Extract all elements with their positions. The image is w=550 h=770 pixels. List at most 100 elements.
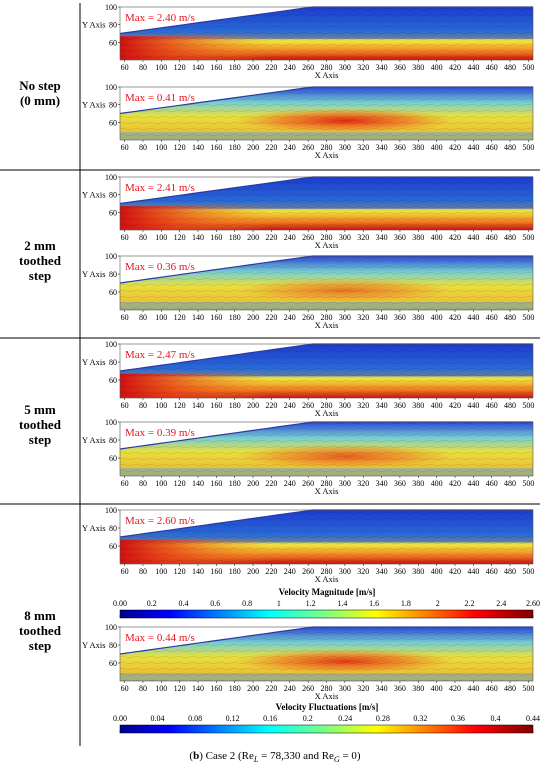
x-tick-label: 100 — [155, 567, 167, 576]
colorbar-tick-label: 0.24 — [338, 714, 352, 723]
y-tick-label: 60 — [109, 376, 117, 385]
x-tick-label: 280 — [321, 567, 333, 576]
x-tick-label: 240 — [284, 479, 296, 488]
wall-line — [119, 255, 533, 284]
wall-line — [119, 6, 533, 35]
x-tick-label: 180 — [229, 567, 241, 576]
x-axis-label: X Axis — [315, 320, 339, 330]
colorbar-tick-label: 0.00 — [113, 714, 127, 723]
y-tick-label: 100 — [105, 418, 117, 427]
colorbar-tick-label: 0.4 — [490, 714, 500, 723]
x-tick-label: 380 — [412, 313, 424, 322]
x-tick-label: 420 — [449, 684, 461, 693]
colorbar-tick-label: 2.60 — [526, 599, 540, 608]
x-tick-label: 180 — [229, 233, 241, 242]
x-tick-label: 320 — [357, 479, 369, 488]
x-tick-label: 160 — [210, 684, 222, 693]
x-tick-label: 440 — [467, 63, 479, 72]
x-tick-label: 200 — [247, 143, 259, 152]
x-tick-label: 200 — [247, 233, 259, 242]
x-tick-label: 120 — [174, 401, 186, 410]
x-tick-label: 460 — [486, 479, 498, 488]
x-tick-label: 340 — [376, 313, 388, 322]
x-tick-label: 140 — [192, 479, 204, 488]
x-tick-label: 160 — [210, 233, 222, 242]
y-tick-label: 60 — [109, 454, 117, 463]
x-tick-label: 380 — [412, 479, 424, 488]
y-tick-label: 80 — [109, 21, 117, 30]
x-tick-label: 360 — [394, 401, 406, 410]
x-tick-label: 480 — [504, 63, 516, 72]
x-tick-label: 460 — [486, 63, 498, 72]
x-tick-label: 120 — [174, 143, 186, 152]
x-tick-label: 400 — [431, 233, 443, 242]
x-tick-label: 80 — [139, 401, 147, 410]
wall-line — [119, 509, 533, 538]
row-label-5mm: 5 mm toothed step — [19, 402, 61, 447]
x-tick-label: 360 — [394, 684, 406, 693]
x-tick-label: 60 — [121, 313, 129, 322]
y-tick-label: 60 — [109, 208, 117, 217]
x-tick-label: 240 — [284, 313, 296, 322]
max-label: Max = 2.60 m/s — [125, 515, 195, 527]
x-axis-label: X Axis — [315, 240, 339, 250]
colorbar-tick-label: 1.8 — [401, 599, 411, 608]
x-tick-label: 200 — [247, 567, 259, 576]
colorbar-tick-label: 1.4 — [337, 599, 347, 608]
max-label: Max = 0.36 m/s — [125, 261, 195, 273]
x-tick-label: 280 — [321, 143, 333, 152]
x-tick-label: 160 — [210, 313, 222, 322]
x-tick-label: 300 — [339, 143, 351, 152]
x-tick-label: 220 — [265, 313, 277, 322]
x-axis-label: X Axis — [315, 408, 339, 418]
colorbar-tick-label: 0.2 — [147, 599, 157, 608]
x-tick-label: 80 — [139, 143, 147, 152]
x-tick-label: 280 — [321, 684, 333, 693]
x-tick-label: 60 — [121, 567, 129, 576]
x-tick-label: 420 — [449, 401, 461, 410]
y-axis-label: Y Axis — [82, 357, 106, 367]
x-tick-label: 200 — [247, 479, 259, 488]
x-tick-label: 140 — [192, 143, 204, 152]
x-tick-label: 100 — [155, 684, 167, 693]
x-tick-label: 240 — [284, 143, 296, 152]
x-axis-label: X Axis — [315, 574, 339, 584]
x-tick-label: 220 — [265, 567, 277, 576]
x-tick-label: 160 — [210, 567, 222, 576]
x-tick-label: 460 — [486, 233, 498, 242]
x-tick-label: 60 — [121, 401, 129, 410]
x-tick-label: 500 — [522, 684, 534, 693]
x-tick-label: 300 — [339, 567, 351, 576]
x-tick-label: 140 — [192, 567, 204, 576]
x-tick-label: 120 — [174, 233, 186, 242]
colorbar-tick-label: 2.2 — [464, 599, 474, 608]
colorbar-tick-label: 0.8 — [242, 599, 252, 608]
x-tick-label: 440 — [467, 684, 479, 693]
y-axis-label: Y Axis — [82, 435, 106, 445]
row-label-no-step: No step (0 mm) — [19, 78, 61, 108]
x-tick-label: 300 — [339, 401, 351, 410]
x-tick-label: 300 — [339, 313, 351, 322]
x-tick-label: 120 — [174, 313, 186, 322]
x-tick-label: 200 — [247, 684, 259, 693]
x-tick-label: 100 — [155, 143, 167, 152]
x-tick-label: 80 — [139, 233, 147, 242]
x-tick-label: 320 — [357, 567, 369, 576]
x-tick-label: 420 — [449, 313, 461, 322]
y-tick-label: 80 — [109, 524, 117, 533]
x-tick-label: 380 — [412, 233, 424, 242]
x-tick-label: 120 — [174, 684, 186, 693]
y-axis-label: Y Axis — [82, 523, 106, 533]
x-tick-label: 160 — [210, 63, 222, 72]
x-tick-label: 100 — [155, 313, 167, 322]
colorbar-tick-label: 2 — [436, 599, 440, 608]
x-tick-label: 360 — [394, 313, 406, 322]
x-tick-label: 60 — [121, 63, 129, 72]
x-tick-label: 440 — [467, 313, 479, 322]
x-tick-label: 320 — [357, 63, 369, 72]
x-tick-label: 140 — [192, 313, 204, 322]
